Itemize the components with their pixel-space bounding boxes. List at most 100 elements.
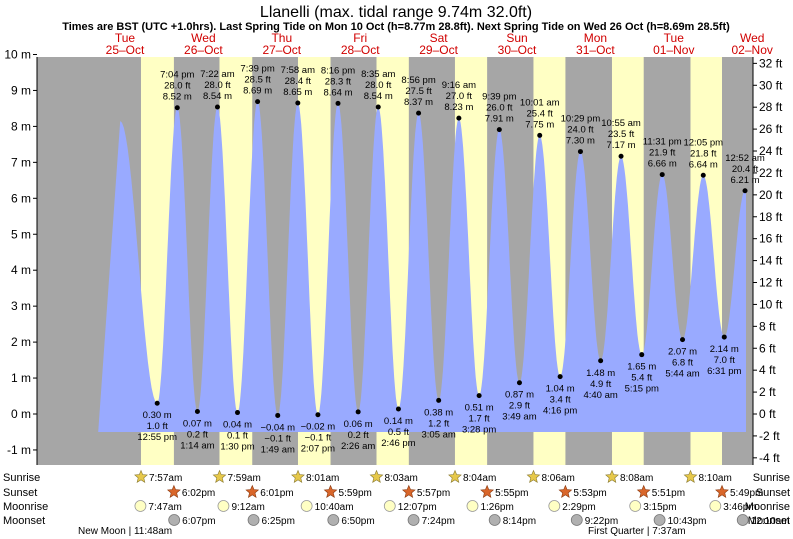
- tide-height-ft: 2.9 ft: [509, 401, 530, 412]
- tide-height-m: 8.64 m: [323, 87, 352, 98]
- tide-height-m: 6.21 m: [731, 175, 760, 186]
- y-tick-label-ft: 6 ft: [759, 341, 776, 355]
- tide-height-m: 8.69 m: [243, 86, 272, 97]
- y-tick-label-m: 4 m: [11, 263, 31, 277]
- y-tick-label-ft: 0 ft: [759, 407, 776, 421]
- tide-point: [659, 172, 665, 178]
- tide-height-ft: 27.0 ft: [446, 91, 473, 102]
- day-date: 29–Oct: [419, 43, 458, 57]
- tide-height-ft: 1.2 ft: [428, 418, 449, 429]
- moonrise-icon: [709, 500, 722, 512]
- sunset-icon: [480, 484, 495, 498]
- moonset-time: 7:24pm: [422, 516, 455, 527]
- tide-height-ft: 7.0 ft: [714, 355, 735, 366]
- tide-time: 9:16 am: [442, 80, 476, 91]
- tide-height-ft: 28.4 ft: [285, 76, 312, 87]
- y-tick-label-ft: 22 ft: [759, 166, 783, 180]
- tide-time: 12:05 pm: [683, 137, 723, 148]
- day-of-week: Fri: [353, 31, 367, 45]
- tide-height-m: 0.07 m: [183, 418, 212, 429]
- sunrise-time: 8:10am: [698, 473, 731, 484]
- day-of-week: Tue: [664, 31, 685, 45]
- tide-height-m: 0.14 m: [384, 416, 413, 427]
- tide-height-ft: 24.0 ft: [567, 125, 594, 136]
- tide-height-m: 0.30 m: [143, 410, 172, 421]
- tide-height-m: 0.87 m: [505, 390, 534, 401]
- tide-point: [275, 412, 281, 418]
- tide-height-ft: 0.2 ft: [348, 430, 369, 441]
- sunrise-row-label-right: Sunrise: [753, 472, 790, 484]
- y-tick-label-ft: 32 ft: [759, 56, 783, 70]
- sunrise-time: 7:59am: [227, 473, 260, 484]
- y-tick-label-m: -1 m: [7, 443, 31, 457]
- moonrise-row-label-left: Moonrise: [3, 501, 48, 513]
- tide-height-ft: −0.1 ft: [264, 433, 291, 444]
- moonset-icon: [327, 514, 340, 526]
- tide-point: [235, 410, 240, 416]
- sunset-time: 6:01pm: [260, 488, 293, 499]
- tide-point: [375, 104, 381, 110]
- tide-time: 9:39 pm: [482, 92, 516, 103]
- tide-height-m: 0.06 m: [344, 419, 373, 430]
- moonrise-icon: [134, 500, 147, 512]
- y-tick-label-m: 1 m: [11, 371, 31, 385]
- sunset-time: 6:02pm: [182, 488, 215, 499]
- sunset-icon: [401, 484, 416, 498]
- y-tick-label-ft: 24 ft: [759, 144, 783, 158]
- y-tick-label-m: 8 m: [11, 119, 31, 133]
- sunrise-icon: [291, 469, 305, 483]
- sunset-icon: [558, 484, 573, 498]
- moonset-time: 12:10am: [751, 516, 790, 527]
- sunset-time: 5:51pm: [652, 488, 685, 499]
- tide-height-m: 7.17 m: [607, 140, 636, 151]
- sunrise-icon: [134, 469, 148, 483]
- tide-time: 1:49 am: [261, 444, 295, 455]
- sunrise-time: 8:06am: [541, 473, 574, 484]
- moonrise-row-label-right: Moonrise: [745, 501, 790, 513]
- y-tick-label-ft: 10 ft: [759, 297, 783, 311]
- tide-time: 4:16 pm: [543, 406, 577, 417]
- y-tick-label-ft: -2 ft: [759, 429, 780, 443]
- tide-point: [496, 127, 502, 133]
- moonset-icon: [168, 514, 181, 526]
- tide-height-m: 8.52 m: [163, 92, 192, 103]
- tide-point: [335, 100, 341, 106]
- tide-height-ft: 27.5 ft: [405, 86, 432, 97]
- moonrise-time: 9:12am: [231, 502, 264, 513]
- tide-height-m: 1.04 m: [546, 384, 575, 395]
- tide-point: [436, 397, 442, 403]
- tide-height-ft: 1.7 ft: [469, 414, 490, 425]
- tide-point: [416, 110, 422, 116]
- moonrise-time: 7:47am: [148, 502, 181, 513]
- y-tick-label-m: 5 m: [11, 227, 31, 241]
- tide-time: 3:05 am: [422, 429, 456, 440]
- tide-point: [214, 104, 220, 110]
- moonset-time: 10:43pm: [668, 516, 707, 527]
- tide-point: [395, 406, 401, 412]
- moonset-icon: [488, 514, 501, 526]
- y-tick-label-ft: 20 ft: [759, 188, 783, 202]
- y-tick-label-ft: 30 ft: [759, 78, 783, 92]
- tide-time: 7:22 am: [200, 69, 234, 80]
- tide-height-m: 2.14 m: [710, 344, 739, 355]
- moonrise-time: 3:46pm: [723, 502, 756, 513]
- y-tick-label-ft: 4 ft: [759, 363, 776, 377]
- tide-point: [255, 99, 261, 105]
- tide-height-ft: 5.4 ft: [631, 373, 652, 384]
- water-level: [98, 101, 746, 432]
- tide-height-ft: 28.5 ft: [244, 75, 271, 86]
- y-tick-label-ft: 8 ft: [759, 319, 776, 333]
- moonrise-icon: [217, 500, 230, 512]
- tide-time: 8:56 pm: [401, 75, 435, 86]
- day-of-week: Wed: [191, 31, 215, 45]
- day-of-week: Thu: [271, 31, 292, 45]
- moonrise-icon: [629, 500, 642, 512]
- day-date: 31–Oct: [576, 43, 615, 57]
- day-date: 01–Nov: [653, 43, 694, 57]
- day-date: 28–Oct: [341, 43, 380, 57]
- moonrise-icon: [466, 500, 479, 512]
- tide-height-ft: 28.0 ft: [204, 80, 231, 91]
- sunrise-time: 8:04am: [463, 473, 496, 484]
- moonset-time: 8:14pm: [503, 516, 536, 527]
- y-tick-label-ft: 12 ft: [759, 276, 783, 290]
